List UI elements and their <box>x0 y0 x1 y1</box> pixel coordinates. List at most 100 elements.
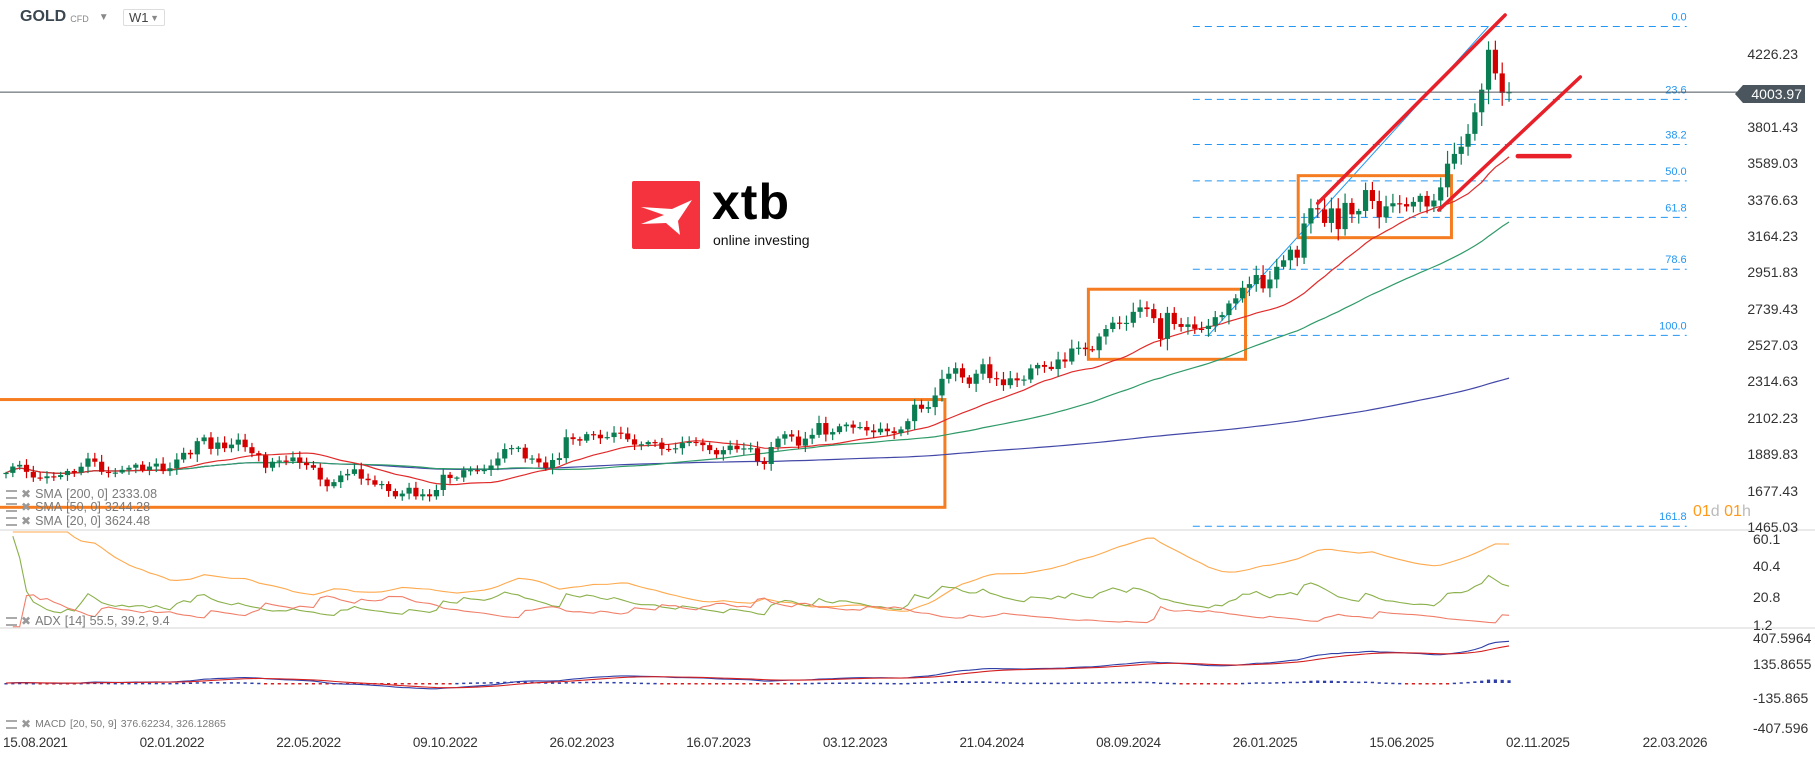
macd-histogram-bar <box>236 682 240 684</box>
candle <box>536 453 542 468</box>
fib-level-label: 100.0 <box>1659 320 1687 332</box>
macd-histogram-bar <box>1350 681 1354 683</box>
candle <box>502 443 508 463</box>
candle <box>953 362 959 382</box>
settings-icon[interactable] <box>6 719 17 729</box>
macd-histogram-bar <box>673 683 678 685</box>
macd-histogram-bar <box>195 682 199 684</box>
macd-histogram-bar <box>1295 681 1299 684</box>
macd-histogram-bar <box>175 682 179 685</box>
legend-sma20[interactable]: ✖ SMA [20, 0] 3624.48 <box>6 514 150 528</box>
adx-tick: 20.8 <box>1753 589 1781 605</box>
candle-body <box>1158 318 1164 339</box>
legend-params: [20, 0] <box>66 514 101 528</box>
candle <box>426 489 433 502</box>
candle <box>3 471 9 479</box>
timeframe-select[interactable]: W1 ▼ <box>123 9 165 26</box>
candle <box>1048 361 1054 371</box>
candle <box>1465 124 1471 156</box>
adx-tick: 1.2 <box>1753 617 1773 633</box>
macd-histogram-bar <box>1227 683 1231 685</box>
candle <box>413 481 419 500</box>
legend-sma200[interactable]: ✖ SMA [200, 0] 2333.08 <box>6 487 157 501</box>
chevron-down-icon[interactable]: ▼ <box>98 11 109 23</box>
candle <box>1035 362 1041 376</box>
x-logo-icon <box>641 200 692 235</box>
candle <box>1233 294 1239 310</box>
candle-body <box>1410 201 1416 207</box>
instrument-selector[interactable]: GOLD CFD ▼ <box>20 8 109 26</box>
candle <box>522 444 528 463</box>
candle <box>1349 198 1355 223</box>
candle-body <box>167 468 173 472</box>
legend-sma50[interactable]: ✖ SMA [50, 0] 3244.28 <box>6 500 150 514</box>
close-icon[interactable]: ✖ <box>21 717 32 731</box>
macd-histogram-bar <box>1097 682 1101 684</box>
candle <box>707 442 713 455</box>
candle <box>1103 324 1109 345</box>
legend-params: [20, 50, 9] <box>69 718 117 730</box>
settings-icon[interactable] <box>6 616 17 626</box>
macd-histogram-bar <box>694 683 698 685</box>
candle <box>420 488 426 501</box>
countdown-days-unit: d <box>1710 503 1720 520</box>
macd-histogram-bar <box>995 681 999 684</box>
candle-body <box>215 442 221 449</box>
macd-histogram-bar <box>1363 681 1368 684</box>
macd-histogram-bar <box>38 683 42 685</box>
fibonacci-retracement[interactable]: 0.0 23.6 38.2 50.0 61.8 78.6 100.0 161.8 <box>1192 11 1687 527</box>
candle <box>884 423 890 437</box>
close-icon[interactable]: ✖ <box>21 514 32 528</box>
candle-body <box>23 464 30 472</box>
macd-histogram-bar <box>318 683 322 685</box>
trendlines[interactable] <box>1315 13 1583 212</box>
date-tick: 26.02.2023 <box>549 735 615 750</box>
candle-body <box>1089 349 1095 351</box>
candle <box>276 456 282 468</box>
candle-body <box>1472 112 1478 134</box>
candle-body <box>1342 202 1348 230</box>
candle <box>1192 316 1198 334</box>
candle <box>133 462 139 474</box>
macd-histogram-bar <box>1247 682 1252 685</box>
candle-body <box>413 487 419 497</box>
price-tick: 4226.23 <box>1747 46 1798 62</box>
close-icon[interactable]: ✖ <box>21 614 32 628</box>
candle-body <box>1260 275 1266 289</box>
candle <box>1055 351 1061 377</box>
candle-body <box>58 475 64 477</box>
candle-body <box>659 442 665 449</box>
close-icon[interactable]: ✖ <box>21 500 32 514</box>
legend-macd[interactable]: ✖ MACD [20, 50, 9] 376.62234, 326.12865 <box>6 717 226 731</box>
macd-histogram-bar <box>578 681 582 684</box>
macd-histogram-bar <box>120 682 124 685</box>
macd-histogram-bar <box>127 682 131 685</box>
close-icon[interactable]: ✖ <box>21 487 32 501</box>
candle <box>1362 182 1369 218</box>
settings-icon[interactable] <box>6 489 17 499</box>
candle-body <box>44 476 50 479</box>
legend-adx[interactable]: ✖ ADX [14] 55.5, 39.2, 9.4 <box>6 614 170 628</box>
settings-icon[interactable] <box>6 502 17 512</box>
macd-histogram-bar <box>960 681 965 683</box>
macd-histogram-bar <box>250 682 254 685</box>
macd-histogram-bar <box>824 682 828 685</box>
countdown-hours-unit: h <box>1741 503 1751 520</box>
candle <box>789 430 795 442</box>
candle <box>304 457 310 470</box>
candle <box>966 375 972 389</box>
candle <box>1308 198 1314 234</box>
macd-histogram-bar <box>1281 681 1286 684</box>
macd-histogram-bar <box>1077 682 1081 684</box>
settings-icon[interactable] <box>6 516 17 526</box>
candle <box>474 465 481 475</box>
candle <box>64 468 71 481</box>
macd-histogram-bar <box>134 682 138 685</box>
candle-body <box>30 471 36 478</box>
candle <box>987 356 993 384</box>
candle <box>666 444 672 452</box>
macd-histogram-bar <box>482 682 486 684</box>
macd-histogram-bar <box>680 683 684 685</box>
macd-tick: 407.5964 <box>1753 630 1812 646</box>
